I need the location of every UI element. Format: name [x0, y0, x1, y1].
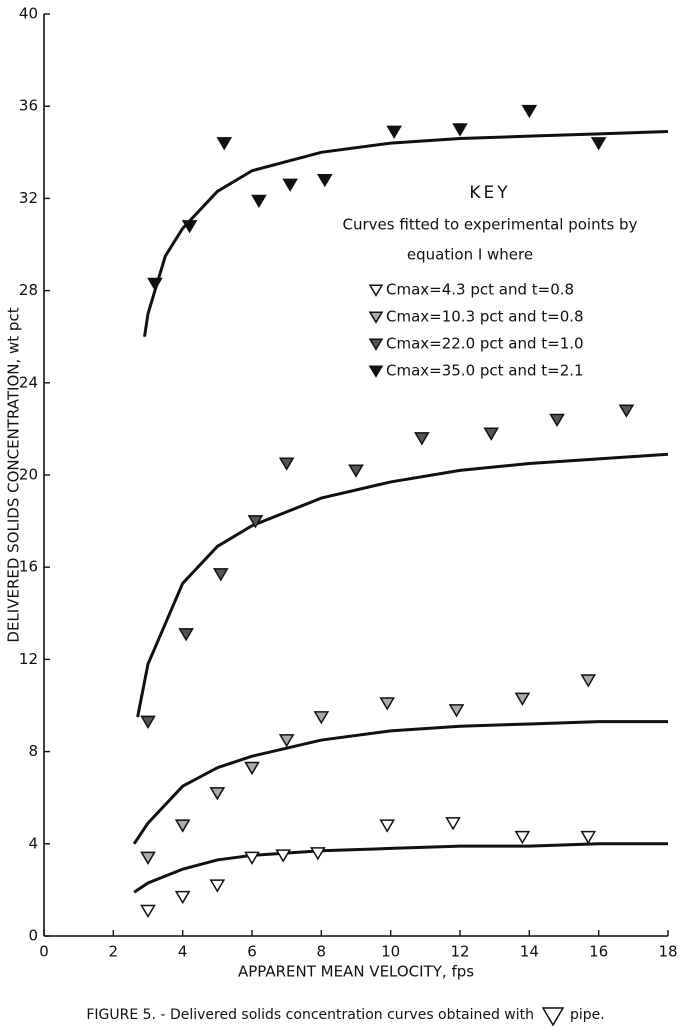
x-tick-label: 4	[178, 943, 188, 961]
legend-marker	[368, 284, 384, 297]
data-point	[580, 674, 597, 688]
y-tick-label: 36	[19, 97, 38, 115]
data-point	[174, 890, 191, 905]
data-point	[514, 692, 531, 706]
x-tick-label: 18	[658, 943, 677, 961]
data-point	[251, 194, 267, 209]
data-point	[316, 174, 333, 188]
data-point	[414, 432, 430, 446]
y-tick-label: 40	[19, 5, 38, 23]
x-tick-label: 14	[520, 943, 539, 961]
data-point	[310, 847, 326, 861]
caption: pipe.	[570, 1007, 605, 1023]
legend-label: Cmax=35.0 pct and t=2.1	[386, 362, 584, 380]
data-point	[174, 819, 191, 833]
y-tick-label: 16	[19, 558, 38, 576]
data-point	[549, 413, 565, 428]
key-title: KEY	[469, 183, 510, 203]
x-axis-label: APPARENT MEAN VELOCITY, fps	[238, 963, 474, 981]
data-point	[618, 404, 635, 418]
x-tick-label: 8	[317, 943, 327, 961]
data-point	[140, 851, 156, 865]
data-point	[278, 457, 295, 471]
data-point	[278, 734, 295, 748]
data-point	[216, 137, 233, 151]
data-point	[247, 515, 264, 529]
data-point	[282, 178, 298, 192]
data-point	[348, 464, 364, 478]
legend-marker	[368, 338, 384, 351]
data-point	[514, 830, 531, 845]
y-tick-label: 28	[19, 281, 38, 299]
x-tick-label: 2	[109, 943, 119, 961]
data-point	[448, 704, 465, 718]
legend-marker	[368, 311, 384, 324]
legend-label: Cmax=22.0 pct and t=1.0	[386, 335, 584, 353]
x-tick-label: 6	[247, 943, 257, 961]
data-point	[147, 277, 163, 292]
x-tick-label: 12	[450, 943, 469, 961]
y-tick-label: 0	[28, 927, 38, 945]
data-point	[181, 220, 198, 234]
y-tick-label: 20	[19, 466, 38, 484]
data-point	[445, 817, 461, 831]
data-point	[580, 830, 597, 845]
data-point	[386, 125, 402, 139]
fitted-curve	[143, 130, 669, 337]
y-tick-label: 4	[28, 834, 38, 852]
y-axis-label: DELIVERED SOLIDS CONCENTRATION, wt pct	[5, 307, 23, 642]
data-point	[590, 137, 607, 151]
y-tick-label: 24	[19, 373, 38, 391]
data-point	[379, 697, 396, 711]
key-text: equation I where	[407, 246, 533, 264]
data-point	[212, 568, 229, 582]
x-tick-label: 0	[39, 943, 49, 961]
key-text: Curves fitted to experimental points by	[343, 216, 638, 234]
y-tick-label: 12	[19, 650, 38, 668]
data-point	[244, 761, 260, 776]
legend-label: Cmax=10.3 pct and t=0.8	[386, 308, 584, 326]
x-tick-label: 10	[381, 943, 400, 961]
data-point	[379, 819, 396, 833]
y-tick-label: 8	[28, 742, 38, 760]
y-tick-label: 32	[19, 189, 38, 207]
x-tick-label: 16	[589, 943, 608, 961]
fitted-curve	[132, 720, 668, 845]
fitted-curve	[136, 452, 669, 718]
data-point	[209, 787, 226, 801]
data-point	[275, 849, 292, 863]
data-point	[244, 851, 260, 865]
legend-marker	[368, 365, 384, 378]
data-point	[209, 879, 226, 893]
data-point	[452, 123, 468, 137]
caption: FIGURE 5. - Delivered solids concentrati…	[86, 1007, 534, 1023]
data-point	[483, 427, 500, 441]
data-point	[521, 104, 538, 119]
data-point	[140, 715, 156, 729]
data-point	[140, 904, 156, 918]
legend-label: Cmax=4.3 pct and t=0.8	[386, 281, 574, 299]
caption-symbol	[541, 1007, 565, 1027]
data-point	[313, 711, 330, 725]
data-point	[178, 628, 194, 642]
